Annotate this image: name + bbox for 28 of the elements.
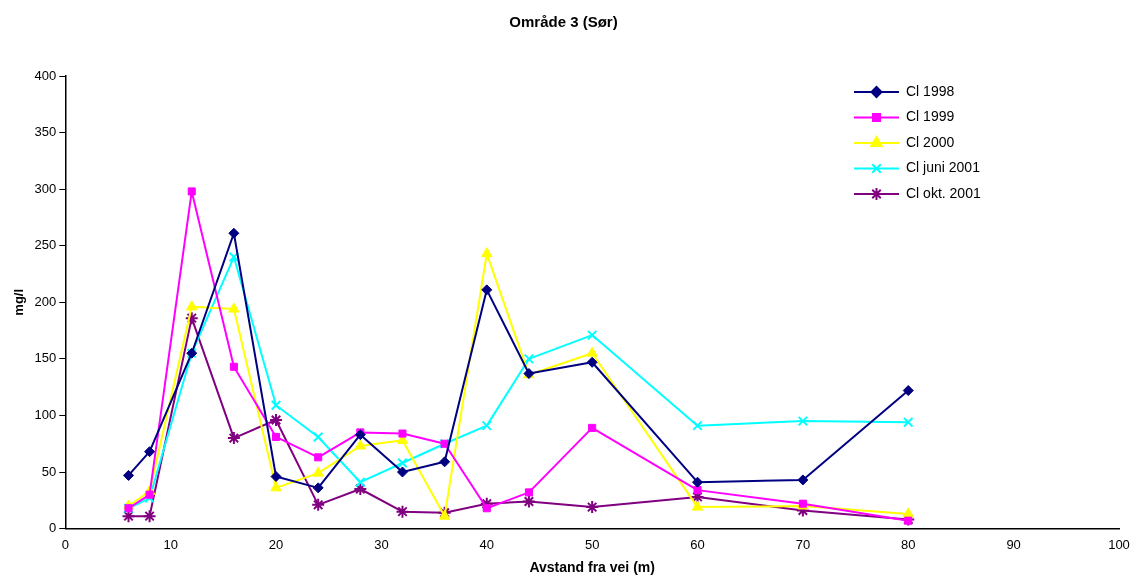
x-tick-label: 10 xyxy=(163,536,178,552)
y-tick-label: 0 xyxy=(49,520,57,536)
x-tick-label: 90 xyxy=(1006,536,1021,552)
legend-label: Cl 2000 xyxy=(906,133,955,150)
y-tick-label: 400 xyxy=(34,67,57,83)
chart-title: Område 3 (Sør) xyxy=(509,13,618,31)
y-tick-label: 50 xyxy=(41,463,57,479)
x-tick-label: 100 xyxy=(1108,536,1130,552)
y-tick-label: 350 xyxy=(34,124,57,140)
x-axis-title: Avstand fra vei (m) xyxy=(529,559,655,576)
y-tick-label: 150 xyxy=(34,350,57,366)
x-tick-label: 70 xyxy=(795,536,811,552)
x-tick-label: 50 xyxy=(584,536,600,552)
y-tick-label: 200 xyxy=(34,293,57,309)
x-tick-label: 30 xyxy=(374,536,389,552)
legend-label: Cl 1998 xyxy=(906,82,955,99)
x-tick-label: 0 xyxy=(61,536,69,552)
y-tick-label: 100 xyxy=(34,407,57,423)
x-tick-label: 40 xyxy=(479,536,495,552)
y-tick-label: 250 xyxy=(34,237,57,253)
legend-label: Cl 1999 xyxy=(906,108,955,125)
y-tick-label: 300 xyxy=(34,180,57,196)
y-axis-title: mg/l xyxy=(11,288,27,316)
x-tick-label: 20 xyxy=(268,536,284,552)
legend-label: Cl okt. 2001 xyxy=(906,184,981,201)
legend-label: Cl juni 2001 xyxy=(906,159,981,176)
x-tick-label: 60 xyxy=(690,536,705,552)
x-tick-label: 80 xyxy=(901,536,916,552)
